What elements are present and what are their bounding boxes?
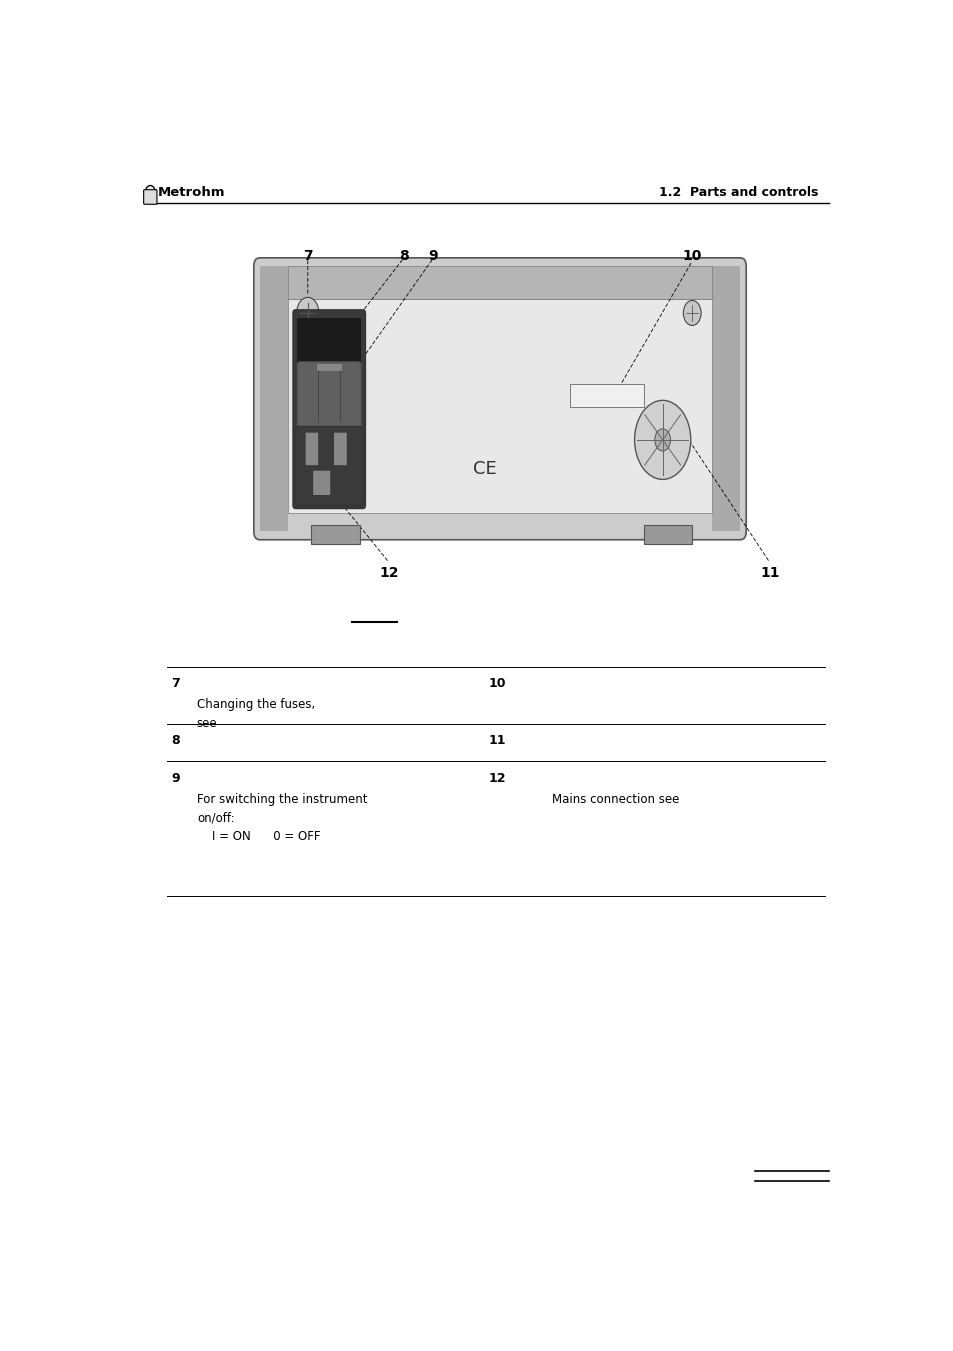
Bar bbox=[712, 266, 740, 531]
Bar bbox=[297, 317, 360, 381]
Text: Changing the fuses,: Changing the fuses, bbox=[196, 698, 314, 711]
Circle shape bbox=[634, 400, 690, 480]
Text: 8: 8 bbox=[398, 249, 408, 262]
Circle shape bbox=[296, 297, 318, 328]
Text: 12: 12 bbox=[488, 771, 506, 785]
Text: o: o bbox=[326, 388, 332, 399]
Text: 11: 11 bbox=[760, 566, 779, 580]
Bar bbox=[311, 526, 359, 544]
Text: 8: 8 bbox=[171, 734, 179, 747]
Text: 7: 7 bbox=[303, 249, 313, 262]
FancyBboxPatch shape bbox=[334, 432, 347, 466]
Text: 11: 11 bbox=[488, 734, 506, 747]
Text: I = ON      0 = OFF: I = ON 0 = OFF bbox=[196, 830, 320, 843]
Bar bbox=[643, 526, 692, 544]
FancyBboxPatch shape bbox=[253, 258, 745, 540]
Bar bbox=[259, 266, 288, 531]
Text: For switching the instrument: For switching the instrument bbox=[196, 793, 367, 805]
Text: 10: 10 bbox=[488, 677, 506, 690]
Text: 1.2  Parts and controls: 1.2 Parts and controls bbox=[658, 186, 817, 199]
Bar bbox=[288, 266, 712, 300]
Circle shape bbox=[682, 300, 700, 326]
FancyBboxPatch shape bbox=[313, 470, 331, 496]
Text: Mains connection see: Mains connection see bbox=[551, 793, 679, 805]
Text: 9: 9 bbox=[171, 771, 179, 785]
Text: CE: CE bbox=[473, 459, 497, 478]
Text: 7: 7 bbox=[171, 677, 179, 690]
FancyBboxPatch shape bbox=[297, 362, 360, 431]
Text: Metrohm: Metrohm bbox=[157, 186, 225, 199]
Bar bbox=[288, 300, 712, 512]
Circle shape bbox=[654, 428, 670, 451]
Polygon shape bbox=[311, 393, 347, 417]
Text: 12: 12 bbox=[379, 566, 398, 580]
Text: ·: · bbox=[578, 390, 579, 400]
Text: i: i bbox=[328, 332, 330, 342]
FancyBboxPatch shape bbox=[294, 427, 363, 505]
FancyBboxPatch shape bbox=[293, 309, 365, 508]
Text: on/off:: on/off: bbox=[196, 811, 234, 824]
Bar bbox=[570, 384, 643, 407]
Bar bbox=[316, 363, 341, 372]
FancyBboxPatch shape bbox=[305, 432, 318, 466]
Text: 9: 9 bbox=[428, 249, 437, 262]
Text: 10: 10 bbox=[681, 249, 701, 262]
FancyBboxPatch shape bbox=[144, 189, 157, 204]
Text: see: see bbox=[196, 716, 217, 730]
